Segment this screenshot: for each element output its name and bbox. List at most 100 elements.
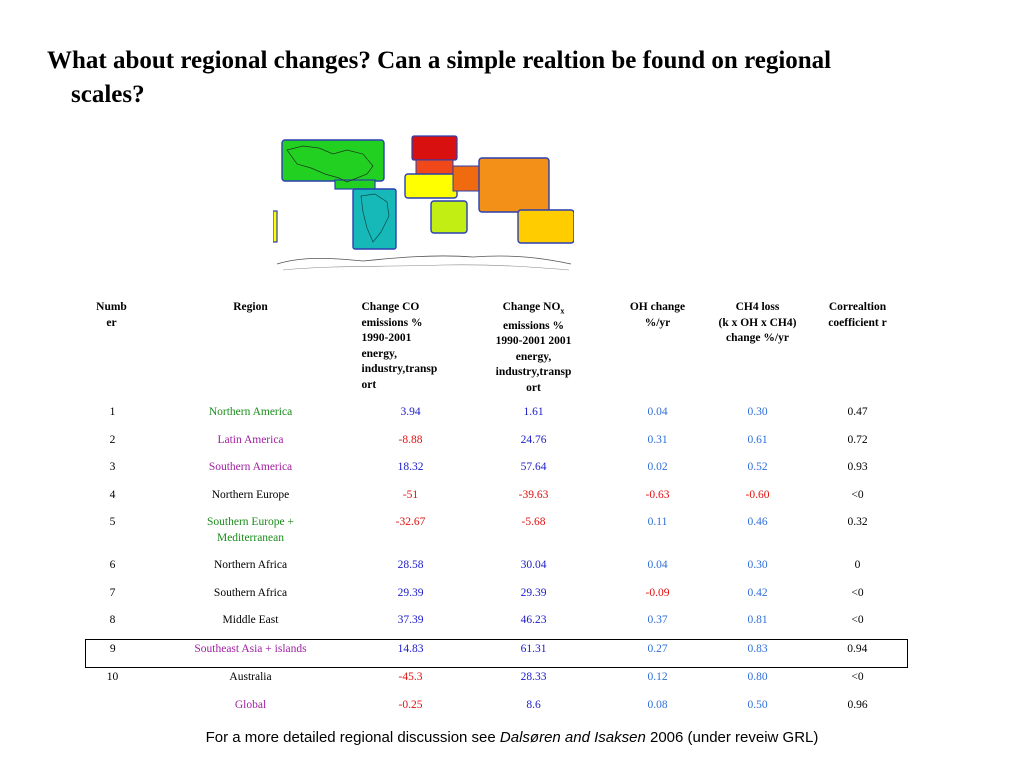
map-region-southeast-asia — [478, 157, 550, 213]
table-row: 10 Australia -45.3 28.33 0.12 0.80 <0 — [86, 668, 908, 696]
title-line-1: What about regional changes? Can a simpl… — [47, 47, 832, 74]
cell-nox: 29.39 — [520, 586, 547, 599]
header-nox-sub: x — [560, 306, 565, 316]
cell-oh: 0.08 — [647, 698, 668, 711]
regional-changes-table: Numb er Region Change CO emissions % 199… — [85, 300, 908, 723]
header-co-l5: industry,transp — [361, 363, 438, 375]
cell-corr: 0.94 — [807, 638, 908, 669]
cell-nox: 1.61 — [523, 406, 544, 419]
header-co-l1: Change CO — [361, 301, 420, 313]
cell-region-line-1: Southern Europe + — [207, 516, 294, 529]
cell-nox: 57.64 — [520, 461, 547, 474]
cell-co: -45.3 — [398, 671, 423, 684]
footer-reference: For a more detailed regional discussion … — [0, 729, 1024, 746]
cell-region: Southeast Asia + islands — [139, 638, 362, 669]
cell-co: 14.83 — [361, 638, 460, 669]
header-oh-l2: %/yr — [644, 316, 671, 329]
cell-number: 9 — [85, 638, 140, 669]
header-co-l3: 1990-2001 — [361, 332, 412, 344]
cell-nox: 24.76 — [520, 433, 547, 446]
map-region-latin-america — [334, 179, 376, 190]
cell-corr: 0.47 — [847, 406, 868, 419]
cell-ch4: 0.46 — [747, 516, 768, 529]
header-number-l1: Numb — [96, 301, 127, 313]
footer-text-post: 2006 (under reveiw GRL) — [645, 729, 819, 746]
cell-nox: 46.23 — [520, 614, 547, 627]
cell-region: Middle East — [222, 614, 279, 627]
map-region-left-edge — [273, 210, 278, 243]
table-row: 1 Northern America 3.94 1.61 0.04 0.30 0… — [86, 403, 908, 431]
map-region-southern-africa — [430, 200, 468, 234]
cell-nox: -39.63 — [518, 488, 549, 501]
cell-number: 4 — [109, 488, 116, 501]
slide-title: What about regional changes? Can a simpl… — [47, 44, 997, 112]
header-nox-pre: Change NO — [502, 301, 561, 313]
cell-region: Northern Europe — [211, 488, 290, 501]
cell-region: Southern America — [208, 461, 293, 474]
cell-region: Latin America — [217, 433, 284, 446]
cell-ch4: 0.83 — [707, 638, 808, 669]
header-corr: Correaltion coefficient r — [808, 300, 908, 396]
table-row-global: Global -0.25 8.6 0.08 0.50 0.96 — [86, 696, 908, 724]
cell-corr: <0 — [851, 614, 864, 627]
cell-region: Australia — [229, 671, 272, 684]
cell-oh: 0.12 — [647, 671, 668, 684]
header-ch4-l1: CH4 loss — [735, 301, 780, 313]
cell-number: 2 — [109, 433, 116, 446]
cell-corr: <0 — [851, 488, 864, 501]
table-row-highlighted: 9 Southeast Asia + islands 14.83 61.31 0… — [85, 638, 908, 669]
header-nox-l1: Change NOx — [460, 300, 608, 319]
cell-co: 3.94 — [400, 406, 421, 419]
cell-co: 37.39 — [397, 614, 424, 627]
cell-nox: -5.68 — [521, 516, 546, 529]
cell-nox: 30.04 — [520, 559, 547, 572]
cell-corr: 0.93 — [847, 461, 868, 474]
cell-ch4: 0.30 — [747, 559, 768, 572]
coastline-antarctica — [276, 255, 572, 265]
map-region-australia — [517, 209, 574, 244]
map-region-middle-east — [452, 165, 481, 192]
footer-text-pre: For a more detailed regional discussion … — [205, 729, 500, 746]
header-nox-l3: 1990-2001 2001 — [495, 335, 572, 348]
cell-number: 5 — [109, 516, 116, 529]
cell-corr: <0 — [851, 671, 864, 684]
header-co-l2: emissions % — [361, 316, 423, 329]
coastline-antarctica-2 — [282, 264, 570, 271]
table-row: 6 Northern Africa 28.58 30.04 0.04 0.30 … — [86, 556, 908, 584]
cell-ch4: 0.80 — [747, 671, 768, 684]
cell-region: Northern Africa — [213, 559, 288, 572]
header-oh-l1: OH change — [629, 301, 686, 313]
table-row: 7 Southern Africa 29.39 29.39 -0.09 0.42… — [86, 584, 908, 612]
cell-oh: 0.37 — [647, 614, 668, 627]
header-co: Change CO emissions % 1990-2001 energy, … — [362, 300, 460, 396]
cell-ch4: 0.30 — [747, 406, 768, 419]
cell-number: 6 — [109, 559, 116, 572]
title-line-2: scales? — [71, 81, 145, 108]
cell-oh: 0.11 — [647, 516, 668, 529]
header-number-l2: er — [106, 316, 117, 329]
cell-ch4: 0.50 — [747, 698, 768, 711]
footer-authors: Dalsøren and Isaksen — [499, 729, 646, 746]
header-corr-l2: coefficient r — [828, 316, 887, 329]
header-region-l1: Region — [233, 301, 268, 313]
cell-co: -32.67 — [395, 516, 426, 529]
map-region-northern-africa — [404, 173, 458, 199]
cell-nox: 28.33 — [520, 671, 547, 684]
cell-co: -8.88 — [398, 433, 423, 446]
cell-region: Global — [234, 698, 267, 711]
cell-co: 29.39 — [397, 586, 424, 599]
header-region: Region — [140, 300, 362, 396]
table-row: 5 Southern Europe + Mediterranean -32.67… — [86, 513, 908, 556]
table-row: 8 Middle East 37.39 46.23 0.37 0.81 <0 — [86, 611, 908, 639]
cell-ch4: 0.42 — [747, 586, 768, 599]
cell-region: Northern America — [208, 406, 293, 419]
cell-corr: 0.96 — [847, 698, 868, 711]
cell-region: Southern Africa — [213, 586, 288, 599]
map-region-northern-europe — [411, 135, 458, 161]
cell-corr: 0.32 — [847, 516, 868, 529]
table-row: 3 Southern America 18.32 57.64 0.02 0.52… — [86, 458, 908, 486]
header-nox-l2: emissions % — [502, 319, 565, 332]
coastline-north-america — [286, 145, 374, 183]
cell-region-line-2: Mediterranean — [216, 531, 285, 544]
header-co-l4: energy, — [361, 347, 397, 360]
